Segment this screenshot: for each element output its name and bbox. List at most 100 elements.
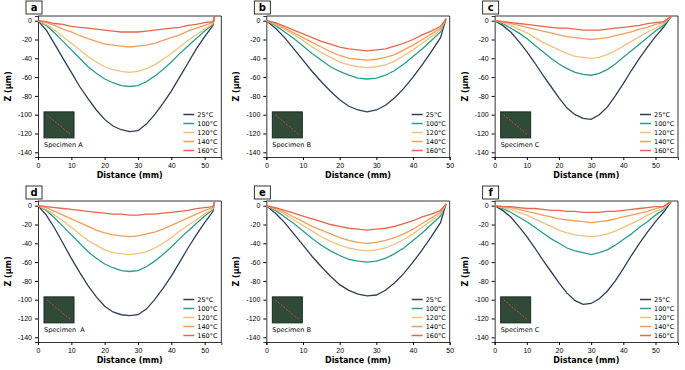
x-axis: 01020304050 (265, 157, 454, 169)
y-tick-label: -140 (18, 334, 32, 341)
legend-label: 140°C (197, 323, 218, 331)
y-axis-title: Z (μm) (232, 256, 241, 286)
x-tick: 20 (336, 342, 344, 354)
y-axis-title: Z (μm) (461, 256, 470, 286)
lines (495, 16, 672, 119)
inset-photo (501, 297, 531, 323)
x-tick-mark (376, 342, 377, 345)
series-line (266, 19, 446, 51)
legend-label: 140°C (654, 323, 675, 331)
legend-label: 120°C (426, 314, 447, 322)
panel-label-box (483, 186, 499, 199)
y-tick-mark (263, 262, 266, 263)
y-tick: -120 (475, 315, 495, 322)
legend-item: 100°C (183, 120, 218, 128)
legend-swatch (412, 141, 423, 143)
x-tick: 40 (620, 342, 628, 354)
y-tick: -60 (479, 74, 495, 81)
inset-scan-line (504, 300, 528, 320)
inset-photo (44, 112, 74, 138)
x-tick-mark (205, 342, 206, 345)
x-tick-mark (413, 342, 414, 345)
x-axis-line (267, 343, 450, 346)
x-tick: 10 (68, 157, 76, 169)
y-tick-label: -120 (475, 315, 489, 322)
y-tick-label: 0 (28, 17, 32, 24)
x-axis-title: Distance (mm) (97, 356, 163, 365)
x-tick-mark (303, 342, 304, 345)
y-tick-mark (263, 319, 266, 320)
legend-swatch (183, 132, 194, 134)
x-tick-label: 0 (493, 347, 497, 354)
y-tick-label: -80 (250, 93, 260, 100)
series-line (38, 201, 215, 272)
series-line (38, 16, 215, 32)
x-tick-mark (171, 157, 172, 160)
x-axis: 01020304050 (37, 157, 222, 169)
panel-label-box (254, 1, 270, 14)
y-tick-label: -80 (250, 278, 260, 285)
x-tick: 10 (523, 342, 531, 354)
y-tick-label: 0 (485, 202, 489, 209)
legend-item: 140°C (412, 323, 447, 331)
y-tick-mark (492, 206, 495, 207)
legend-item: 100°C (412, 305, 447, 313)
series-line (266, 19, 446, 112)
x-tick-mark (450, 157, 451, 160)
series-line (495, 16, 672, 30)
y-tick: -40 (250, 55, 266, 62)
y-tick-label: -140 (246, 149, 260, 156)
y-tick: -120 (475, 130, 495, 137)
x-tick: 20 (556, 342, 564, 354)
series-line (495, 201, 672, 255)
x-tick: 40 (410, 157, 418, 169)
legend-label: 25°C (197, 111, 214, 119)
panel-label: b (259, 2, 266, 13)
legend-swatch (183, 299, 194, 301)
panel: 010203040500-20-40-60-80-100-120-140Dist… (232, 1, 454, 180)
series-line (266, 19, 446, 68)
y-tick-label: -120 (246, 130, 260, 137)
y-tick: -100 (18, 296, 38, 303)
x-tick-label: 20 (101, 347, 109, 354)
y-tick: 0 (256, 17, 266, 24)
y-tick-label: -120 (475, 130, 489, 137)
x-tick: 50 (201, 157, 209, 169)
legend-item: 25°C (412, 111, 443, 119)
x-axis-title: Distance (mm) (325, 356, 391, 365)
legend-label: 100°C (426, 120, 447, 128)
y-tick: -40 (22, 240, 38, 247)
y-tick: -100 (475, 296, 495, 303)
y-tick-label: -80 (479, 93, 489, 100)
x-tick-label: 30 (373, 347, 381, 354)
y-tick: -20 (22, 221, 38, 228)
y-tick-label: -40 (250, 240, 260, 247)
legend-swatch (412, 114, 423, 116)
x-tick-mark (655, 157, 656, 160)
x-tick-label: 20 (336, 162, 344, 169)
legend-swatch (183, 141, 194, 143)
legend-item: 25°C (412, 296, 443, 304)
x-tick-label: 20 (556, 162, 564, 169)
x-tick: 40 (620, 157, 628, 169)
x-tick: 20 (336, 157, 344, 169)
x-tick: 50 (446, 342, 454, 354)
y-tick-label: -60 (22, 74, 32, 81)
y-axis-title: Z (μm) (4, 71, 13, 101)
x-tick-mark (376, 157, 377, 160)
y-tick-label: -140 (246, 334, 260, 341)
series-line (495, 16, 672, 40)
y-tick: -80 (250, 93, 266, 100)
figure: 010203040500-20-40-60-80-100-120-140Dist… (0, 0, 685, 370)
y-tick-label: -100 (246, 111, 260, 118)
legend-label: 25°C (197, 296, 214, 304)
legend: 25°C100°C120°C140°C160°C (183, 296, 218, 340)
y-tick-mark (263, 243, 266, 244)
y-tick: 0 (256, 202, 266, 209)
y-tick: -120 (18, 315, 38, 322)
series-line (266, 19, 446, 60)
annotation: Specimen C (501, 141, 540, 149)
legend-item: 160°C (183, 332, 218, 340)
legend-swatch (640, 114, 651, 116)
series-line (38, 16, 215, 72)
